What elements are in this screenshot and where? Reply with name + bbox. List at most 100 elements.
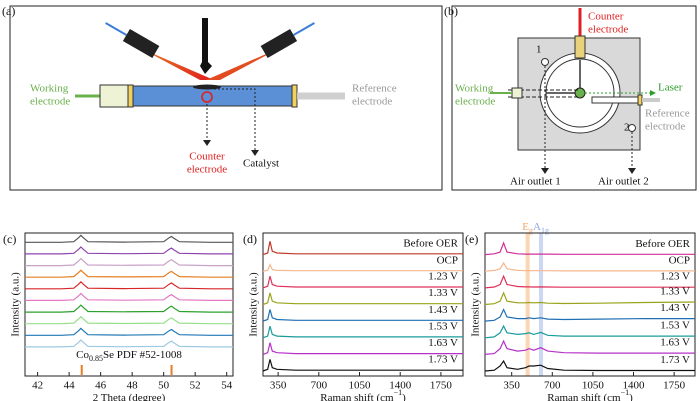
x-tick-label: 48 bbox=[127, 380, 139, 392]
x-axis-label-sup: −1 bbox=[394, 388, 403, 397]
laser-head bbox=[200, 18, 212, 74]
series-line bbox=[25, 292, 233, 301]
series-line bbox=[262, 241, 463, 256]
series-label: 1.23 V bbox=[428, 271, 458, 283]
series-label: 1.73 V bbox=[428, 354, 458, 366]
label: Air outlet 1 bbox=[510, 176, 561, 188]
cap bbox=[99, 84, 129, 108]
arrow bbox=[251, 150, 259, 156]
panel-b: (b) Counter electrode Working electrode … bbox=[444, 4, 697, 191]
label: Catalyst bbox=[243, 158, 279, 170]
x-tick-label: 1750 bbox=[663, 380, 686, 392]
label: 2 bbox=[624, 122, 630, 134]
band-label-base: E bbox=[522, 221, 529, 233]
beam bbox=[140, 48, 214, 80]
arrow bbox=[650, 90, 656, 96]
outlet bbox=[541, 58, 549, 66]
catalyst bbox=[193, 84, 221, 90]
series-line bbox=[25, 339, 233, 348]
panel-label: (a) bbox=[2, 4, 15, 18]
seal bbox=[291, 84, 298, 108]
outlet bbox=[628, 124, 636, 132]
series-label: 1.73 V bbox=[660, 354, 690, 366]
label: Counter bbox=[588, 11, 624, 23]
x-axis-label-sup: −1 bbox=[621, 388, 630, 397]
label: Reference bbox=[352, 83, 397, 95]
arrow bbox=[203, 140, 211, 146]
label: Working bbox=[455, 83, 494, 95]
x-tick-label: 46 bbox=[95, 380, 107, 392]
probe bbox=[260, 22, 315, 59]
x-tick-label: 700 bbox=[311, 380, 328, 392]
probe bbox=[105, 22, 160, 59]
x-tick-label: 1400 bbox=[389, 380, 412, 392]
seal bbox=[127, 84, 134, 108]
x-axis-label-tail: ) bbox=[629, 392, 633, 401]
y-axis-label: Intensity (a.u.) bbox=[10, 272, 22, 337]
reference-label: Co0.85Se PDF #52-1008 bbox=[76, 349, 182, 364]
series-line bbox=[25, 234, 233, 243]
y-axis-label: Intensity (a.u.) bbox=[470, 272, 482, 337]
x-tick-label: 700 bbox=[544, 380, 561, 392]
series-line bbox=[25, 327, 233, 336]
panel-label: (e) bbox=[465, 232, 478, 246]
x-axis-label-text: Raman shift (cm bbox=[320, 392, 394, 401]
series-line bbox=[262, 342, 463, 355]
series-line bbox=[484, 308, 695, 322]
series-line bbox=[262, 263, 463, 272]
counter bbox=[201, 91, 213, 103]
series-label: Before OER bbox=[635, 238, 690, 250]
reference-sub: 0.85 bbox=[89, 354, 103, 363]
ref-tube bbox=[591, 96, 639, 104]
x-tick-label: 52 bbox=[190, 380, 201, 392]
series-line bbox=[25, 257, 233, 267]
series-line bbox=[484, 274, 695, 289]
pointer bbox=[214, 88, 256, 150]
band-label: A1g bbox=[533, 221, 549, 236]
label: Counter bbox=[189, 151, 225, 163]
x-axis-label: Raman shift (cm−1) bbox=[547, 388, 633, 401]
seal bbox=[637, 94, 643, 106]
series-label: 1.43 V bbox=[428, 304, 458, 316]
band-label: Eg bbox=[522, 221, 533, 236]
band-label-sub: g bbox=[529, 226, 533, 235]
x-tick-label: 1750 bbox=[430, 380, 453, 392]
beam bbox=[206, 48, 280, 80]
series-line bbox=[262, 276, 463, 289]
series-label: 1.63 V bbox=[428, 337, 458, 349]
panel-label: (d) bbox=[243, 232, 257, 246]
x-tick-label: 350 bbox=[503, 380, 520, 392]
panel-label: (b) bbox=[444, 4, 458, 18]
series-label: 1.63 V bbox=[660, 337, 690, 349]
series-label: 1.43 V bbox=[660, 302, 690, 314]
series-line bbox=[484, 359, 695, 372]
series-line bbox=[25, 315, 233, 325]
x-axis-label: 2 Theta (degree) bbox=[93, 392, 166, 401]
x-tick-label: 50 bbox=[158, 380, 170, 392]
series-line bbox=[484, 324, 695, 339]
series-label: 1.33 V bbox=[428, 287, 458, 299]
x-tick-label: 42 bbox=[32, 380, 43, 392]
series-line bbox=[484, 241, 695, 256]
band bbox=[525, 233, 530, 376]
x-tick-label: 350 bbox=[270, 380, 287, 392]
counter-holder bbox=[574, 35, 586, 59]
series-label: 1.23 V bbox=[660, 271, 690, 283]
series-label: 1.33 V bbox=[660, 286, 690, 298]
x-tick-label: 54 bbox=[221, 380, 233, 392]
y-axis-label: Intensity (a.u.) bbox=[248, 272, 260, 337]
series-line bbox=[25, 269, 233, 278]
label: electrode bbox=[30, 96, 70, 108]
x-axis-label-text: 2 Theta (degree) bbox=[93, 392, 166, 401]
label: electrode bbox=[455, 96, 495, 108]
panel-label: (c) bbox=[3, 232, 16, 246]
series-label: 1.53 V bbox=[660, 320, 690, 332]
series-line bbox=[25, 280, 233, 290]
cap bbox=[511, 87, 523, 99]
label: Working bbox=[30, 83, 69, 95]
x-tick-label: 1050 bbox=[349, 380, 372, 392]
x-axis-label-text: Raman shift (cm bbox=[547, 392, 621, 401]
label: electrode bbox=[187, 164, 227, 176]
x-tick-label: 1400 bbox=[623, 380, 646, 392]
